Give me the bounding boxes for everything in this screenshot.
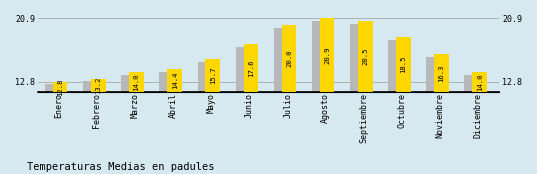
- Bar: [274, 28, 288, 174]
- Bar: [168, 69, 182, 174]
- Bar: [388, 40, 403, 174]
- Bar: [320, 18, 335, 174]
- Bar: [358, 21, 373, 174]
- Bar: [198, 62, 212, 174]
- Text: 16.3: 16.3: [439, 64, 445, 82]
- Text: 14.4: 14.4: [172, 72, 178, 89]
- Text: 15.7: 15.7: [210, 67, 216, 84]
- Bar: [473, 72, 487, 174]
- Text: 18.5: 18.5: [401, 56, 407, 73]
- Text: 14.0: 14.0: [477, 73, 483, 91]
- Bar: [236, 47, 250, 174]
- Text: 20.5: 20.5: [362, 48, 368, 65]
- Text: 20.9: 20.9: [324, 46, 330, 64]
- Bar: [426, 57, 441, 174]
- Text: 17.6: 17.6: [248, 59, 254, 77]
- Bar: [83, 81, 98, 174]
- Bar: [91, 79, 106, 174]
- Bar: [129, 72, 144, 174]
- Text: 14.0: 14.0: [134, 73, 140, 91]
- Text: Temperaturas Medias en padules: Temperaturas Medias en padules: [27, 162, 214, 172]
- Bar: [465, 75, 479, 174]
- Bar: [244, 44, 258, 174]
- Bar: [121, 75, 136, 174]
- Bar: [396, 37, 411, 174]
- Bar: [350, 24, 365, 174]
- Bar: [434, 54, 449, 174]
- Bar: [206, 59, 220, 174]
- Text: 20.0: 20.0: [286, 50, 292, 67]
- Text: 13.2: 13.2: [96, 77, 101, 94]
- Bar: [159, 72, 174, 174]
- Text: 12.8: 12.8: [57, 78, 63, 96]
- Bar: [53, 82, 68, 174]
- Bar: [282, 25, 296, 174]
- Bar: [45, 85, 60, 174]
- Bar: [312, 21, 326, 174]
